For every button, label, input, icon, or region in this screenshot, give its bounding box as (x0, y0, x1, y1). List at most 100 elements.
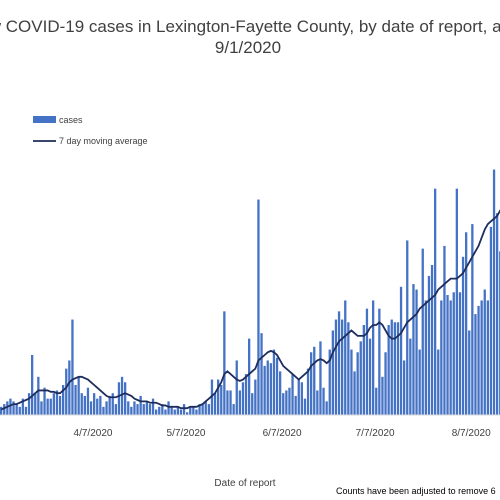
bar-cases (158, 406, 161, 415)
bar-cases (217, 379, 220, 415)
bar-cases (291, 374, 294, 415)
bar-cases (334, 319, 338, 415)
bar-cases (449, 300, 452, 415)
bar-cases (176, 406, 179, 415)
bar-cases (145, 401, 148, 415)
x-tick-label: 7/7/2020 (356, 428, 395, 439)
bar-series-cases (0, 169, 500, 415)
bar-cases (275, 357, 279, 415)
bar-cases (316, 390, 319, 415)
bar-cases (319, 341, 322, 415)
bar-cases (52, 393, 55, 415)
bar-cases (297, 379, 300, 415)
bar-cases (37, 376, 40, 415)
line-series-moving-average (0, 209, 500, 411)
bar-cases (105, 401, 108, 415)
bar-cases (142, 404, 145, 415)
bar-cases (496, 213, 499, 415)
bar-cases (303, 398, 307, 415)
bar-cases (12, 401, 15, 415)
bar-cases (210, 379, 214, 415)
bar-cases (399, 286, 403, 415)
bar-cases (375, 387, 378, 415)
bar-cases (117, 382, 121, 415)
bar-cases (393, 322, 396, 415)
bar-cases (65, 368, 68, 415)
bar-cases (455, 188, 458, 415)
bar-cases (0, 406, 3, 415)
bar-cases (213, 393, 217, 415)
bar-cases (55, 390, 59, 415)
bar-cases (331, 330, 334, 415)
bar-cases (489, 226, 493, 415)
bar-cases (207, 404, 210, 415)
bar-cases (192, 406, 195, 415)
bar-cases (461, 256, 465, 415)
bar-cases (167, 401, 170, 415)
bar-cases (139, 395, 142, 415)
bar-cases (3, 404, 6, 415)
bar-cases (223, 311, 226, 415)
bar-cases (337, 311, 341, 415)
bar-cases (6, 401, 9, 415)
bar-cases (198, 404, 201, 415)
bar-cases (49, 398, 52, 415)
bar-cases (130, 406, 133, 415)
bar-cases (238, 390, 241, 415)
bar-cases (365, 308, 369, 415)
bar-cases (260, 333, 263, 415)
bar-cases (9, 398, 12, 415)
bar-cases (46, 398, 49, 415)
bar-cases (415, 289, 418, 415)
x-tick-label: 5/7/2020 (167, 428, 206, 439)
footnote: Counts have been adjusted to remove 6 (336, 486, 496, 496)
bar-cases (43, 387, 46, 415)
bar-cases (322, 387, 325, 415)
bar-cases (443, 245, 446, 415)
bar-cases (34, 393, 37, 415)
bar-cases (164, 409, 167, 415)
bar-cases (465, 232, 468, 415)
bar-cases (248, 338, 251, 415)
x-tick-label: 6/7/2020 (263, 428, 302, 439)
bar-cases (111, 393, 114, 415)
bar-cases (483, 289, 486, 415)
bar-cases (396, 322, 400, 415)
bar-cases (148, 404, 152, 415)
bar-cases (403, 360, 406, 415)
bar-cases (350, 349, 353, 415)
bar-cases (474, 314, 477, 415)
bar-cases (241, 382, 245, 415)
bar-cases (328, 349, 331, 415)
bar-cases (114, 404, 117, 415)
bar-cases (99, 395, 102, 415)
bar-cases (124, 382, 127, 415)
bar-cases (477, 305, 480, 415)
bar-cases (378, 308, 381, 415)
bar-cases (390, 319, 393, 415)
bar-cases (424, 300, 427, 415)
bar-cases (313, 346, 316, 415)
legend-label-moving-average: 7 day moving average (59, 136, 148, 146)
chart-title: New COVID-19 cases in Lexington-Fayette … (0, 17, 500, 57)
bar-cases (434, 188, 437, 415)
bar-cases (418, 349, 421, 415)
bar-cases (468, 330, 471, 415)
bar-cases (31, 355, 34, 415)
bar-cases (347, 322, 350, 415)
bar-cases (77, 376, 80, 415)
bar-cases (492, 169, 496, 415)
bar-cases (232, 404, 235, 415)
bar-cases (93, 393, 96, 415)
bar-cases (96, 398, 99, 415)
chart-title-line-2: 9/1/2020 (215, 38, 281, 57)
bar-cases (325, 401, 328, 415)
bar-cases (74, 385, 77, 415)
legend-label-cases: cases (59, 115, 83, 125)
chart-title-line-1: New COVID-19 cases in Lexington-Fayette … (0, 17, 500, 36)
bar-cases (294, 395, 297, 415)
bar-cases (412, 284, 415, 415)
bar-cases (86, 387, 90, 415)
bar-cases (486, 300, 489, 415)
